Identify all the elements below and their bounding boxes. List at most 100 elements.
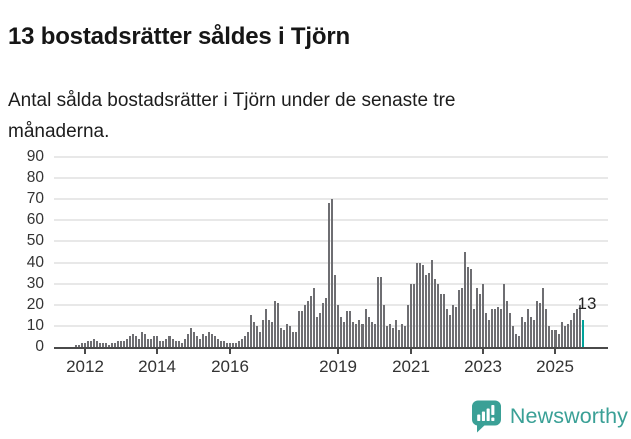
x-axis-tick bbox=[554, 349, 556, 354]
y-tick-label: 60 bbox=[26, 211, 44, 229]
gridline bbox=[54, 282, 608, 285]
bar bbox=[271, 321, 274, 347]
bar bbox=[370, 321, 373, 347]
bar bbox=[153, 336, 156, 347]
bar bbox=[448, 315, 451, 347]
x-tick-label: 2025 bbox=[536, 357, 574, 376]
bar bbox=[343, 321, 346, 347]
bar bbox=[111, 342, 114, 347]
y-tick-label: 50 bbox=[26, 232, 44, 250]
bar bbox=[355, 323, 358, 347]
bar bbox=[566, 323, 569, 347]
x-axis-tick bbox=[156, 349, 158, 354]
bar bbox=[93, 338, 96, 347]
y-tick-label: 70 bbox=[26, 190, 44, 208]
bar bbox=[246, 332, 249, 347]
bar bbox=[264, 309, 267, 347]
bar bbox=[96, 340, 99, 347]
bar bbox=[436, 283, 439, 347]
x-tick-label: 2019 bbox=[319, 357, 357, 376]
x-axis-tick bbox=[410, 349, 412, 354]
bar bbox=[467, 266, 470, 347]
page-title: 13 bostadsrätter såldes i Tjörn bbox=[8, 23, 350, 51]
bar bbox=[274, 300, 277, 347]
bar bbox=[421, 264, 424, 347]
bar bbox=[156, 336, 159, 347]
bar bbox=[563, 325, 566, 347]
bar bbox=[442, 294, 445, 347]
bar bbox=[81, 342, 84, 347]
bar bbox=[180, 342, 183, 347]
bar bbox=[418, 262, 421, 347]
gridline bbox=[54, 219, 608, 222]
x-tick-label: 2023 bbox=[464, 357, 502, 376]
bar bbox=[319, 313, 322, 347]
latest-value-label: 13 bbox=[577, 293, 597, 313]
bar bbox=[150, 338, 153, 347]
bar bbox=[216, 338, 219, 347]
bar bbox=[445, 309, 448, 347]
bar bbox=[427, 273, 430, 347]
bar bbox=[189, 328, 192, 347]
bar bbox=[201, 334, 204, 347]
bar bbox=[210, 334, 213, 347]
bar bbox=[231, 342, 234, 347]
bar bbox=[138, 338, 141, 347]
bar bbox=[473, 309, 476, 347]
bar bbox=[84, 342, 87, 347]
bar bbox=[325, 298, 328, 347]
bar bbox=[430, 260, 433, 347]
bar-chart: 0 10 20 30 40 50 60 70 80 90 13 2012 2014 2016 2019 2… bbox=[0, 148, 608, 376]
bar bbox=[78, 344, 81, 347]
bar bbox=[228, 342, 231, 347]
bar bbox=[298, 311, 301, 347]
bar bbox=[439, 294, 442, 347]
bar bbox=[491, 309, 494, 347]
bar bbox=[75, 344, 78, 347]
gridline bbox=[54, 198, 608, 201]
bar bbox=[198, 338, 201, 347]
bar bbox=[105, 342, 108, 347]
bar bbox=[485, 313, 488, 347]
bar bbox=[132, 334, 135, 347]
bar bbox=[385, 325, 388, 347]
bar bbox=[186, 334, 189, 347]
bar bbox=[539, 302, 542, 347]
bar bbox=[464, 252, 467, 347]
bar bbox=[292, 332, 295, 347]
bar bbox=[494, 309, 497, 347]
bar bbox=[337, 304, 340, 347]
bar bbox=[518, 336, 521, 347]
bar bbox=[289, 325, 292, 347]
bar bbox=[183, 338, 186, 347]
bar bbox=[527, 309, 530, 347]
bar bbox=[258, 332, 261, 347]
bar bbox=[394, 319, 397, 347]
x-tick-label: 2016 bbox=[211, 357, 249, 376]
bar bbox=[515, 334, 518, 347]
y-axis: 0 10 20 30 40 50 60 70 80 90 bbox=[0, 148, 44, 355]
bar bbox=[554, 330, 557, 347]
bar bbox=[102, 342, 105, 347]
bar bbox=[234, 342, 237, 347]
bar bbox=[533, 319, 536, 347]
brand-name: Newsworthy bbox=[509, 404, 628, 428]
bar bbox=[400, 323, 403, 347]
x-axis-tick bbox=[337, 349, 339, 354]
bar bbox=[536, 300, 539, 347]
bar bbox=[569, 319, 572, 347]
bar bbox=[99, 342, 102, 347]
bar bbox=[461, 287, 464, 347]
bar bbox=[497, 306, 500, 347]
y-tick-label: 20 bbox=[26, 295, 44, 313]
bar bbox=[551, 330, 554, 347]
x-axis-tick bbox=[84, 349, 86, 354]
bar bbox=[578, 304, 581, 347]
bar bbox=[433, 279, 436, 347]
bar bbox=[135, 336, 138, 347]
bar bbox=[572, 313, 575, 347]
bar bbox=[222, 340, 225, 347]
bar bbox=[349, 311, 352, 347]
bar bbox=[283, 330, 286, 347]
bar bbox=[280, 328, 283, 347]
